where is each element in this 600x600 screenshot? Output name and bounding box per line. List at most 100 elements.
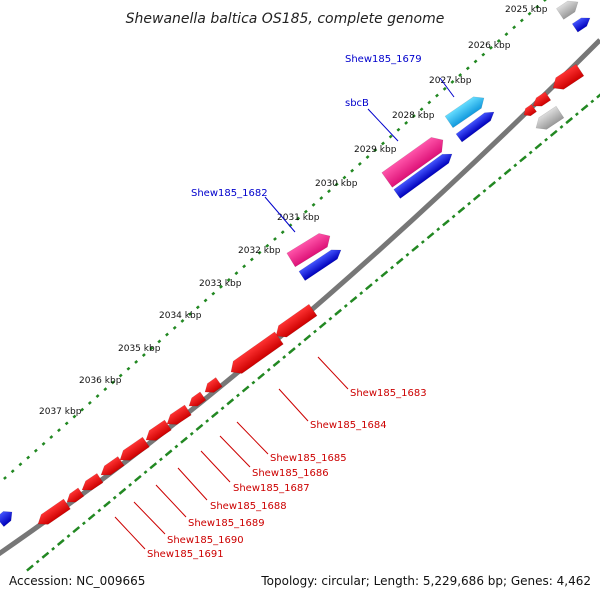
leader-line <box>219 435 251 468</box>
gene-shew185-1679[interactable] <box>444 92 488 129</box>
inner-tick-mark <box>272 359 281 367</box>
inner-tick-mark <box>297 342 302 347</box>
inner-tick-mark <box>590 99 595 104</box>
inner-tick-mark <box>390 265 394 270</box>
outer-tick-mark <box>512 25 517 30</box>
outer-tick-mark <box>134 359 139 364</box>
outer-tick-mark <box>280 230 285 235</box>
inner-tick-mark <box>195 423 204 431</box>
outer-tick-mark <box>473 59 478 64</box>
leader-line <box>177 467 208 501</box>
gene-grey[interactable] <box>532 105 565 134</box>
outer-tick-mark <box>242 264 247 269</box>
outer-tick-mark <box>180 319 185 323</box>
tick-label: 2026 kbp <box>468 41 511 51</box>
outer-tick-mark <box>396 127 401 132</box>
gene-label-shew185-1687[interactable]: Shew185_1687 <box>233 483 310 494</box>
outer-tick-mark <box>411 114 416 119</box>
inner-tick-mark <box>51 546 56 551</box>
gene-shew185-1685[interactable] <box>202 377 223 397</box>
inner-tick-mark <box>97 508 102 513</box>
gene-grey[interactable] <box>556 0 581 20</box>
gene-shew185-1691[interactable] <box>79 473 104 494</box>
gene-label-shew185-1685[interactable]: Shew185_1685 <box>270 453 347 464</box>
gene-label-shew185-1679[interactable]: Shew185_1679 <box>345 54 422 65</box>
leader-line <box>317 356 349 390</box>
outer-tick-mark <box>87 400 92 405</box>
tick-label: 2027 kbp <box>429 76 472 86</box>
gene-forward[interactable] <box>298 245 344 281</box>
tick-label: 2029 kbp <box>354 145 397 155</box>
outer-tick-mark <box>265 243 270 248</box>
gene-label-shew185-1691[interactable]: Shew185_1691 <box>147 549 224 560</box>
outer-tick-mark <box>103 387 108 392</box>
gene-label-shew185-1689[interactable]: Shew185_1689 <box>188 518 265 529</box>
gene-label-sbcb[interactable]: sbcB <box>345 98 369 109</box>
outer-tick-mark <box>427 100 432 105</box>
bottom-gene-labels: Shew185_1683 Shew185_1684 Shew185_1685 S… <box>114 356 427 560</box>
inner-tick-mark <box>420 240 425 244</box>
outer-tick-mark <box>10 469 15 474</box>
gene-shew185-1688[interactable] <box>143 419 172 445</box>
inner-tick-mark <box>365 283 373 291</box>
leader-line <box>133 501 166 535</box>
gene-label-shew185-1682[interactable]: Shew185_1682 <box>191 188 268 199</box>
tick-label: 2036 kbp <box>79 376 122 386</box>
gene-label-shew185-1684[interactable]: Shew185_1684 <box>310 420 387 431</box>
outer-tick-mark <box>334 182 339 187</box>
inner-tick-mark <box>380 270 389 278</box>
inner-tick-mark <box>580 104 589 112</box>
gene-label-shew185-1686[interactable]: Shew185_1686 <box>252 468 329 479</box>
inner-tick-mark <box>328 316 333 321</box>
inner-tick-mark <box>220 406 225 411</box>
inner-tick-mark <box>534 142 543 150</box>
outer-tick-mark <box>211 291 216 296</box>
gene-forward[interactable] <box>571 14 593 33</box>
outer-tick-mark <box>95 394 100 398</box>
outer-tick-mark <box>273 237 277 241</box>
outer-tick-mark <box>257 250 262 255</box>
gene-label-shew185-1683[interactable]: Shew185_1683 <box>350 388 427 399</box>
gene-forward[interactable] <box>0 507 16 527</box>
gene-reverse[interactable] <box>64 487 85 506</box>
inner-tick-mark <box>149 462 158 470</box>
tick-label: 2035 kbp <box>118 344 161 354</box>
outer-tick-mark <box>342 175 347 180</box>
tick-label: 2028 kbp <box>392 111 435 121</box>
inner-tick-mark <box>72 526 81 534</box>
gene-shew185-1684[interactable] <box>227 331 284 378</box>
inner-tick-mark <box>559 125 564 129</box>
gene-reverse[interactable] <box>549 63 585 94</box>
inner-tick-mark <box>411 244 420 252</box>
gene-shew185-1683[interactable] <box>272 303 318 341</box>
gene-forward[interactable] <box>455 108 497 143</box>
gene-reverse[interactable] <box>530 91 552 110</box>
outer-tick-mark <box>458 73 463 78</box>
gene-shew185-1689[interactable] <box>117 436 150 465</box>
inner-tick-mark <box>395 257 404 265</box>
gene-reverse[interactable] <box>521 103 537 118</box>
inner-tick-mark <box>210 411 219 419</box>
gene-sbcb[interactable] <box>381 133 448 188</box>
gene-forward[interactable] <box>393 150 455 199</box>
gene-shew185-1686[interactable] <box>186 391 207 410</box>
gene-reverse[interactable] <box>35 498 71 529</box>
inner-tick-mark <box>35 559 40 564</box>
gene-shew185-1687[interactable] <box>164 404 192 429</box>
outer-tick-mark <box>49 435 54 439</box>
outer-tick-mark <box>80 407 85 412</box>
inner-tick-mark <box>189 431 194 436</box>
inner-tick-mark <box>313 329 317 334</box>
gene-shew185-1690[interactable] <box>98 456 125 479</box>
outer-tick-mark <box>172 325 177 330</box>
gene-shew185-1682[interactable] <box>286 229 334 268</box>
gene-label-shew185-1688[interactable]: Shew185_1688 <box>210 501 287 512</box>
outer-tick-mark <box>188 312 193 317</box>
inner-tick-mark <box>257 372 265 380</box>
leader-line <box>367 108 399 142</box>
gene-track <box>0 0 593 529</box>
inner-tick-mark <box>513 163 518 168</box>
inner-tick-mark <box>451 214 456 219</box>
outer-tick-mark <box>543 0 547 2</box>
gene-label-shew185-1690[interactable]: Shew185_1690 <box>167 535 244 546</box>
